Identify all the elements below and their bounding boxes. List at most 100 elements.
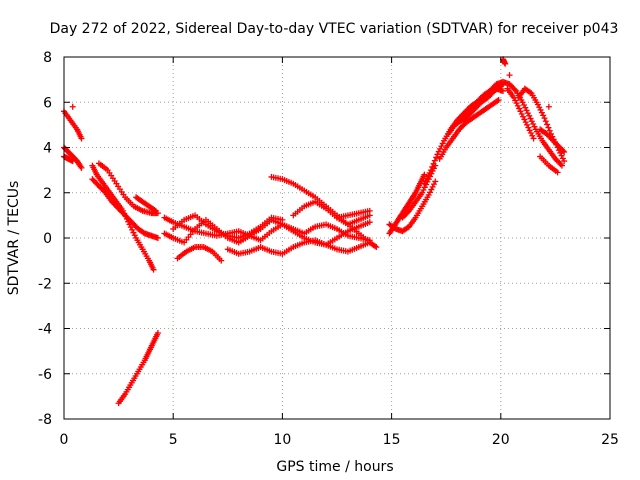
data-point [536,104,543,111]
data-point [530,135,537,142]
y-tick-label: 4 [43,141,52,157]
series-track-m [174,244,225,264]
data-point [526,127,533,134]
y-tick-label: -4 [38,322,52,338]
data-point [127,224,134,231]
data-point [499,87,506,94]
data-point [524,110,531,117]
series-track-r [386,171,428,237]
y-tick-label: 2 [43,186,52,202]
data-point [522,104,529,111]
data-point [419,189,426,196]
data-point [438,143,445,150]
data-point [154,330,161,337]
data-point [516,105,523,112]
data-point [495,96,502,103]
y-axis-label: SDTVAR / TECUs [6,181,22,296]
data-point [431,157,438,164]
data-point [366,219,373,226]
data-point [502,60,509,67]
series-track-q [334,207,373,221]
series-track-v [436,96,502,162]
data-point [366,207,373,214]
data-point [428,186,435,193]
series-track-h [133,194,159,214]
data-point [530,120,537,127]
data-point [154,235,161,241]
data-point [522,119,529,126]
data-points [61,56,568,407]
data-point [520,113,527,120]
data-point [78,164,85,171]
x-tick-label: 20 [492,432,510,448]
data-point [527,130,534,137]
data-point [218,257,225,264]
data-point [372,243,379,250]
data-point [506,72,513,79]
x-tick-label: 5 [169,432,178,448]
series-track-ac [537,153,561,176]
data-point [534,101,541,108]
data-point [527,115,534,122]
data-point [519,99,526,106]
data-point [513,100,520,107]
data-point [373,244,380,251]
x-tick-labels: 0 5 10 15 20 25 [60,432,619,448]
series-track-d [69,103,76,110]
data-point [432,178,439,185]
y-tick-label: -2 [38,276,52,292]
data-point [421,180,428,187]
data-point [69,103,76,110]
data-point [537,106,544,113]
data-point [69,158,76,165]
data-point [560,148,567,155]
data-point [439,140,446,147]
data-point [279,216,286,223]
data-point [517,108,524,115]
x-tick-label: 0 [60,432,69,448]
data-point [422,177,429,184]
data-point [520,101,527,108]
series-track-t [399,162,439,221]
data-point [529,132,536,139]
series-track-y [486,78,565,169]
data-point [523,107,530,114]
data-point [531,123,538,130]
data-point [151,206,158,213]
data-point [426,169,433,176]
data-point [433,154,440,161]
x-axis-label: GPS time / hours [276,459,393,475]
series-track-z [504,85,537,142]
data-point [512,97,519,104]
x-tick-label: 15 [383,432,401,448]
series-track-ab [537,126,568,156]
data-point [150,266,157,273]
series-track-a [61,108,85,142]
x-tick-label: 10 [273,432,291,448]
data-point [545,103,552,110]
data-point [521,116,528,123]
data-point [541,115,548,122]
data-point [425,192,432,199]
y-tick-label: 0 [43,231,52,247]
data-point [546,127,553,134]
y-tick-label: 6 [43,95,52,111]
data-point [544,121,551,128]
data-point [558,162,565,169]
data-point [152,207,159,214]
series-track-s [386,178,439,235]
series-track-l [170,212,286,241]
series-track-n [224,237,373,257]
data-point [538,109,545,116]
x-tick-label: 25 [601,432,619,448]
data-point [78,135,85,142]
data-point [429,163,436,170]
data-point [514,102,521,109]
series-track-af [545,103,552,110]
series-track-i [115,330,161,407]
chart-title: Day 272 of 2022, Sidereal Day-to-day VTE… [50,21,619,37]
data-point [430,181,437,188]
data-point [494,97,501,104]
data-point [427,189,434,196]
